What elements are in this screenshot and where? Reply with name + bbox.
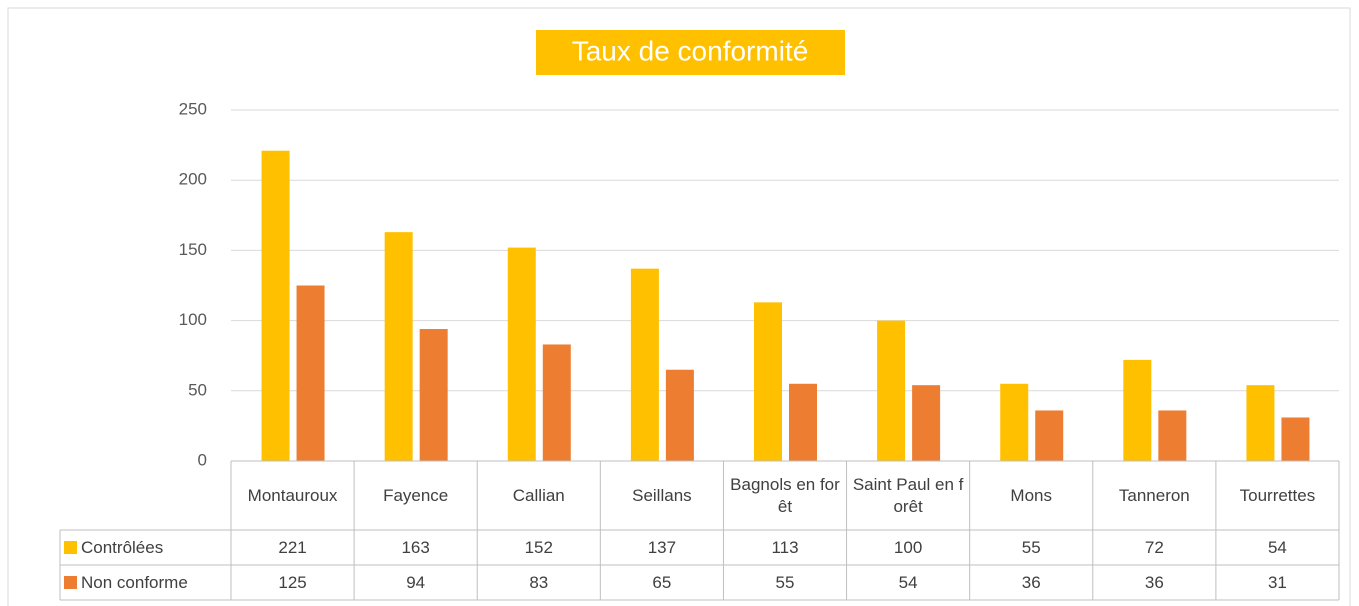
bar — [384, 232, 413, 461]
data-table-value-text: 125 — [278, 572, 307, 592]
bar — [1123, 359, 1152, 461]
bar — [261, 150, 290, 461]
data-table-value: 221 — [231, 530, 354, 565]
x-tick-label-text: Tourrettes — [1239, 485, 1316, 505]
x-tick-label-text: Tanneron — [1118, 485, 1190, 505]
data-table-value-text: 55 — [1021, 537, 1041, 557]
bar — [507, 247, 536, 461]
bar — [630, 268, 659, 461]
data-table-value-text: 55 — [775, 572, 795, 592]
data-table-value: 36 — [1093, 565, 1216, 600]
bar — [754, 302, 782, 461]
x-tick-label-text: Callian — [512, 485, 565, 505]
x-tick-label: Montauroux — [231, 461, 354, 530]
y-tick-label: 0 — [198, 450, 207, 469]
data-table-value-text: 65 — [652, 572, 672, 592]
x-tick-label: Fayence — [354, 461, 477, 530]
data-table-value-text: 221 — [278, 537, 307, 557]
data-table-value: 100 — [847, 530, 970, 565]
x-tick-label-text: Bagnols en forêt — [730, 474, 840, 516]
legend-entry-text: Non conforme — [81, 572, 188, 592]
y-tick-label: 150 — [179, 240, 207, 259]
y-tick-label: 50 — [188, 380, 207, 399]
x-tick-label-text: Saint Paul en forêt — [852, 474, 964, 516]
data-table-value: 94 — [354, 565, 477, 600]
x-tick-label: Tanneron — [1093, 461, 1216, 530]
y-tick-label: 200 — [179, 170, 207, 189]
legend-entry: Non conforme — [60, 565, 231, 600]
data-table-value: 72 — [1093, 530, 1216, 565]
chart-title: Taux de conformité — [572, 35, 809, 66]
x-tick-label: Saint Paul en forêt — [847, 461, 970, 530]
y-tick-label: 100 — [179, 310, 207, 329]
data-table-value: 65 — [600, 565, 723, 600]
data-table-value: 125 — [231, 565, 354, 600]
data-table-value-text: 31 — [1267, 572, 1287, 592]
data-table-value-text: 163 — [401, 537, 430, 557]
bar — [296, 285, 325, 461]
data-table-value: 137 — [600, 530, 723, 565]
bar — [789, 383, 817, 461]
data-table-value-text: 137 — [647, 537, 677, 557]
bar — [665, 369, 694, 461]
bar — [877, 320, 906, 461]
chart-border — [7, 7, 1351, 606]
data-table-value: 54 — [847, 565, 970, 600]
bar — [419, 329, 448, 461]
bar — [1246, 385, 1275, 461]
x-tick-label-text: Fayence — [383, 485, 449, 505]
bar — [1000, 383, 1029, 461]
data-table-value: 152 — [477, 530, 600, 565]
x-tick-label: Callian — [477, 461, 600, 530]
data-table-value: 83 — [477, 565, 600, 600]
data-table-value-text: 72 — [1144, 537, 1164, 557]
x-tick-label: Seillans — [600, 461, 723, 530]
legend-key — [64, 576, 77, 589]
data-table-value: 55 — [970, 530, 1093, 565]
data-table-value-text: 36 — [1144, 572, 1164, 592]
x-tick-label-text: Seillans — [632, 485, 692, 505]
x-tick-label-text: Montauroux — [247, 485, 338, 505]
y-tick-label: 250 — [179, 99, 207, 118]
legend-key — [64, 541, 77, 554]
x-tick-label: Tourrettes — [1216, 461, 1339, 530]
data-table-value: 54 — [1216, 530, 1339, 565]
data-table-value-text: 113 — [771, 537, 799, 557]
data-table-value: 163 — [354, 530, 477, 565]
data-table-value: 55 — [723, 565, 846, 600]
data-table-value-text: 94 — [406, 572, 426, 592]
x-tick-label: Bagnols en forêt — [723, 461, 846, 530]
bar — [1281, 417, 1310, 461]
data-table-value: 31 — [1216, 565, 1339, 600]
title-box — [536, 30, 845, 75]
legend-entry-text: Contrôlées — [81, 537, 164, 557]
x-tick-label-text: Mons — [1010, 485, 1052, 505]
data-table-value-text: 100 — [893, 537, 923, 557]
legend-entry: Contrôlées — [60, 530, 231, 565]
data-table-value-text: 152 — [524, 537, 553, 557]
data-table-value-text: 54 — [898, 572, 918, 592]
bar — [1035, 410, 1064, 461]
data-table-value-text: 54 — [1267, 537, 1287, 557]
data-table-value: 36 — [970, 565, 1093, 600]
data-table-value: 113 — [723, 530, 846, 565]
data-table-value-text: 36 — [1021, 572, 1041, 592]
bar — [1158, 410, 1187, 461]
bar — [912, 385, 941, 461]
data-table-value-text: 83 — [529, 572, 549, 592]
bar — [542, 344, 571, 461]
x-tick-label: Mons — [970, 461, 1093, 530]
